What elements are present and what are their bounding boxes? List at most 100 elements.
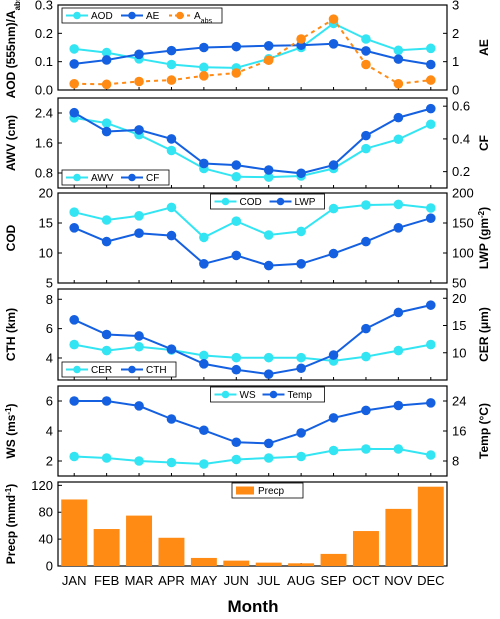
- legend-label-text: COD: [240, 197, 262, 208]
- series-line-cth: [73, 304, 432, 376]
- left-tick-label: 0.2: [35, 26, 53, 41]
- panel-frame: [57, 192, 448, 284]
- series-point-lwp: [328, 248, 339, 259]
- series-point-ae: [231, 41, 242, 52]
- series-point-a: [263, 55, 274, 66]
- legend-swatch-marker: [276, 197, 285, 206]
- series-point-aod: [393, 45, 404, 56]
- series-point-cer: [231, 352, 242, 363]
- legend-swatch-marker: [73, 365, 81, 374]
- series-line-aod: [74, 22, 431, 69]
- right-tick-label: 16: [452, 424, 466, 439]
- legend-label-text: CTH: [146, 365, 167, 376]
- series-point-ws: [328, 445, 339, 456]
- series-point-ws: [69, 451, 80, 462]
- left-tick-label: 4: [46, 350, 53, 365]
- right-axis-label-text: CF: [477, 135, 491, 151]
- series-point-lwp: [199, 259, 209, 269]
- series-line-lwp: [73, 217, 432, 267]
- series-point-cf: [134, 125, 144, 135]
- left-tick-label: 0.8: [35, 166, 53, 181]
- series-point-cth: [199, 359, 209, 369]
- series-line-cf: [73, 107, 432, 175]
- left-tick-label: 2.4: [35, 106, 53, 121]
- legend-swatch-marker: [128, 173, 136, 182]
- right-tick-label: 200: [452, 186, 474, 201]
- series-point-temp: [425, 398, 436, 408]
- legend-swatch-marker: [73, 173, 81, 182]
- legend-label-text: Precp: [258, 486, 285, 497]
- left-axis-label-text: COD: [4, 224, 18, 251]
- series-point-ae: [134, 49, 144, 60]
- legend-swatch: [236, 486, 254, 495]
- series-point-lwp: [425, 213, 436, 223]
- series-point-temp: [361, 405, 371, 416]
- right-tick-label: 0: [452, 83, 459, 98]
- series-point-temp: [166, 414, 177, 424]
- series-point-cod: [199, 232, 209, 243]
- series-point-temp: [393, 400, 404, 411]
- legend-label: COD: [240, 197, 262, 208]
- x-tick-label: MAR: [125, 573, 154, 588]
- series-point-ws: [393, 444, 404, 454]
- series-line-a: [74, 17, 431, 86]
- series-point-cf: [328, 160, 339, 170]
- series-point-aod: [101, 47, 112, 58]
- left-tick-label: 0.0: [35, 83, 53, 98]
- right-axis-label: CER (μm): [477, 307, 491, 362]
- series-point-a: [69, 78, 80, 89]
- precp-bar: [288, 563, 315, 566]
- series-point-lwp: [134, 228, 144, 238]
- left-tick-label: 2: [46, 454, 53, 469]
- series-point-awv: [361, 143, 371, 154]
- series-line-ws: [74, 448, 431, 466]
- series-point-ws: [231, 454, 242, 465]
- right-axis-label: Temp (°C): [477, 403, 491, 459]
- precp-bar: [417, 486, 444, 566]
- left-axis-label: WS (ms-1): [4, 403, 19, 458]
- right-axis-label: CF: [477, 135, 491, 151]
- precp-bar: [255, 562, 282, 566]
- series-point-cer: [361, 351, 371, 362]
- legend-label: WS: [240, 390, 256, 401]
- legend-swatch-marker: [269, 390, 278, 399]
- panel-frame: [57, 481, 448, 567]
- legend-label-text: LWP: [295, 197, 316, 208]
- series-line-cer: [74, 343, 431, 362]
- series-point-aod: [199, 62, 209, 73]
- legend-swatch-marker: [221, 197, 230, 206]
- legend: COD LWP: [210, 193, 325, 210]
- legend-label: AWV: [91, 173, 114, 184]
- right-tick-label: 0.2: [452, 164, 470, 179]
- series-point-lwp: [69, 223, 80, 233]
- series-point-ws: [166, 457, 177, 468]
- series-point-cod: [166, 202, 177, 213]
- series-line-ae: [74, 42, 431, 66]
- left-axis-label: CTH (km): [4, 308, 18, 361]
- left-axis-label-text: Precp (mmd: [4, 495, 18, 564]
- series-point-cod: [361, 200, 371, 210]
- right-tick-label: 0.4: [452, 131, 470, 146]
- series-point-cth: [328, 350, 339, 360]
- left-tick-label: 0: [46, 559, 53, 574]
- left-tick-label: 6: [46, 321, 53, 336]
- legend-label: Temp: [288, 390, 313, 401]
- series-point-cf: [101, 126, 112, 137]
- left-tick-label: 10: [39, 246, 53, 261]
- series-point-cod: [231, 216, 242, 226]
- series-point-cth: [296, 363, 306, 374]
- series-point-cod: [101, 215, 112, 225]
- precp-bar: [61, 499, 88, 566]
- x-tick-label: NOV: [384, 573, 413, 588]
- series-point-lwp: [166, 230, 177, 241]
- series-point-a: [393, 78, 404, 89]
- left-axis-label: AWV (cm): [4, 115, 18, 171]
- right-axis-label: AE: [477, 39, 491, 56]
- right-axis-label: LWP (gm-2): [477, 207, 492, 269]
- right-tick-label: 8: [452, 454, 459, 469]
- series-point-temp: [69, 396, 80, 406]
- left-tick-label: 20: [39, 186, 53, 201]
